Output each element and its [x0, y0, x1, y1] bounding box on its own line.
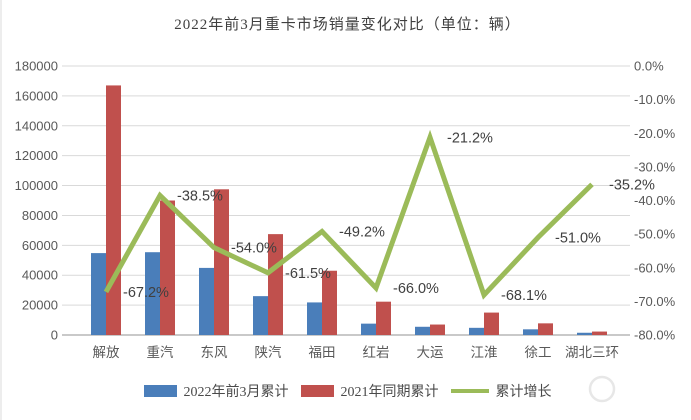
bar-series1-cat9	[592, 331, 607, 335]
growth-line	[103, 129, 594, 300]
bar-series0-cat2	[199, 267, 214, 335]
x-axis-label-2: 东风	[201, 345, 228, 360]
y-axis-left-tick-label: 100000	[15, 178, 58, 193]
chart-title: 2022年前3月重卡市场销量变化对比（单位：辆）	[174, 17, 521, 33]
y-axis-right-tick-label: -80.0%	[634, 328, 676, 343]
legend-item-growth: 累计增长	[450, 381, 552, 401]
bar-series1-cat7	[484, 312, 499, 335]
bar-series0-cat3	[253, 296, 268, 335]
y-axis-right-tick-label: -10.0%	[634, 92, 676, 107]
x-axis-label-0: 解放	[93, 345, 120, 360]
x-axis-label-3: 陕汽	[255, 345, 282, 360]
bar-series0-cat4	[307, 302, 322, 335]
bar-series1-cat2	[214, 189, 229, 335]
bar-series0-cat9	[577, 332, 592, 335]
x-axis-label-7: 江淮	[471, 345, 498, 360]
bar-series0-cat0	[91, 253, 106, 335]
line-data-label: -35.2%	[609, 177, 655, 193]
legend-item-2021: 2021年同期累计	[300, 381, 439, 401]
legend-label-2022: 2022年前3月累计	[183, 385, 289, 400]
y-axis-right-tick-label: -50.0%	[634, 227, 676, 242]
x-axis-label-5: 红岩	[363, 345, 390, 360]
y-axis-left-tick-label: 20000	[22, 298, 58, 313]
y-axis-left-tick-label: 140000	[15, 118, 58, 133]
legend-line-swatch-icon	[450, 389, 489, 393]
watermark-icon	[588, 375, 616, 403]
bar-series1-cat0	[106, 85, 121, 335]
x-axis-label-9: 湖北三环	[565, 345, 619, 360]
line-data-label: -51.0%	[555, 230, 601, 246]
y-axis-left-tick-label: 180000	[15, 59, 58, 74]
bar-series1-cat6	[430, 324, 445, 335]
legend: 2022年前3月累计 2021年同期累计 累计增长	[2, 380, 691, 402]
legend-swatch-2022-icon	[143, 385, 177, 397]
x-axis-label-6: 大运	[417, 345, 444, 360]
bar-series0-cat5	[361, 323, 376, 335]
bar-series0-cat8	[523, 329, 538, 335]
y-axis-right-tick-label: -60.0%	[634, 260, 676, 275]
y-axis-left-tick-label: 160000	[15, 88, 58, 103]
bar-series0-cat1	[145, 252, 160, 335]
line-data-label: -21.2%	[447, 130, 493, 146]
bar-series0-cat6	[415, 326, 430, 335]
bar-series1-cat4	[322, 270, 337, 335]
y-axis-left-tick-label: 60000	[22, 238, 58, 253]
y-axis-left-tick-label: 0	[51, 328, 58, 343]
y-axis-left-tick-label: 40000	[22, 268, 58, 283]
y-axis-right-tick-label: -30.0%	[634, 159, 676, 174]
line-data-label: -49.2%	[339, 224, 385, 240]
line-data-label: -68.1%	[501, 288, 547, 304]
legend-item-2022: 2022年前3月累计	[143, 381, 289, 401]
x-axis-label-8: 徐工	[525, 345, 552, 360]
x-axis-label-1: 重汽	[147, 345, 174, 360]
y-axis-right-tick-label: -40.0%	[634, 193, 676, 208]
y-axis-right-tick-label: -20.0%	[634, 126, 676, 141]
bar-series1-cat1	[160, 200, 175, 335]
y-axis-right-tick-label: 0.0%	[634, 59, 664, 74]
x-axis-label-4: 福田	[309, 345, 336, 360]
bar-series0-cat7	[469, 327, 484, 335]
line-data-label: -67.2%	[123, 285, 169, 301]
line-data-label: -61.5%	[285, 266, 331, 282]
line-data-label: -38.5%	[177, 188, 223, 204]
legend-label-growth: 累计增长	[495, 385, 552, 400]
y-axis-left-tick-label: 80000	[22, 208, 58, 223]
line-data-label: -66.0%	[393, 281, 439, 297]
bar-series1-cat8	[538, 323, 553, 335]
bar-series1-cat3	[268, 234, 283, 335]
y-axis-right-tick-label: -70.0%	[634, 294, 676, 309]
legend-label-2021: 2021年同期累计	[340, 385, 439, 400]
bar-series1-cat5	[376, 301, 391, 335]
line-data-label: -54.0%	[231, 241, 277, 257]
legend-swatch-2021-icon	[300, 385, 334, 397]
y-axis-left-tick-label: 120000	[15, 148, 58, 163]
